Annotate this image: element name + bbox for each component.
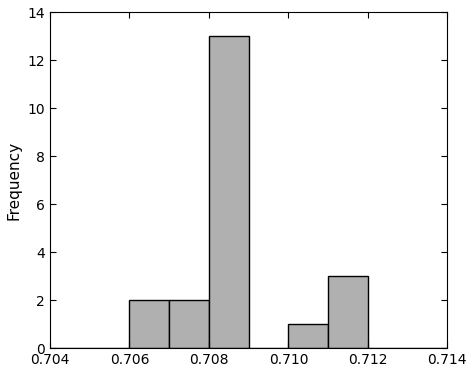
Bar <box>288 324 328 348</box>
Bar <box>328 276 368 348</box>
Bar <box>169 300 209 348</box>
Y-axis label: Frequency: Frequency <box>7 141 22 220</box>
Bar <box>129 300 169 348</box>
Bar <box>209 36 249 348</box>
